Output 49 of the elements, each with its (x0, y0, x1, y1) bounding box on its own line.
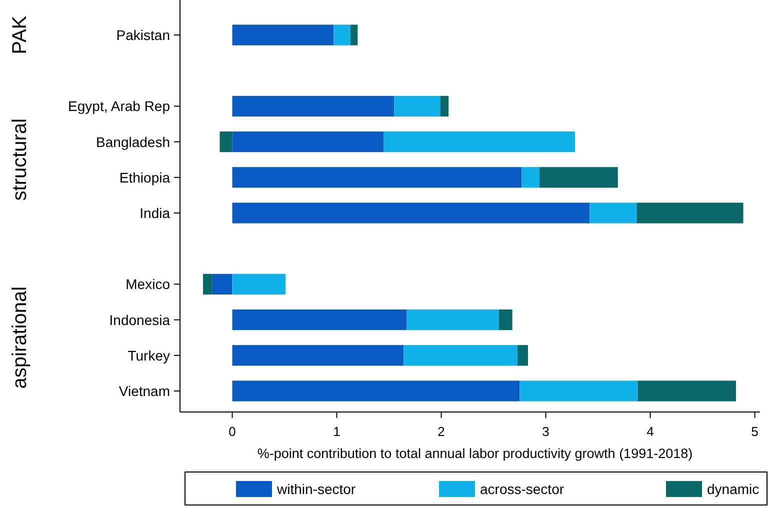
y-tick-label: Ethiopia (119, 169, 170, 186)
bar (520, 380, 638, 402)
x-tick-label: 0 (228, 424, 236, 439)
bar (498, 309, 512, 330)
x-tick-label: 1 (333, 424, 340, 439)
legend-label: across-sector (480, 481, 564, 497)
bar (232, 345, 404, 366)
bar (350, 24, 358, 46)
bar (539, 167, 618, 188)
bar (232, 380, 520, 402)
y-tick-label: Turkey (128, 347, 170, 364)
bar (636, 202, 744, 224)
y-tick-label: Indonesia (109, 312, 170, 328)
bar (232, 309, 407, 330)
x-tick-label: 2 (438, 424, 445, 439)
bar (406, 309, 499, 330)
y-tick-label: Pakistan (116, 27, 170, 44)
bar (440, 96, 449, 117)
legend-label: dynamic (707, 481, 760, 497)
y-tick-label: India (140, 205, 170, 221)
bar (232, 131, 384, 152)
bar (232, 274, 286, 295)
bar (522, 167, 540, 188)
bar (232, 96, 394, 117)
x-tick-label: 4 (646, 424, 654, 439)
legend-label: within-sector (276, 481, 356, 497)
bar (404, 345, 518, 366)
bar (394, 96, 440, 117)
bar (202, 274, 212, 295)
text: aspirational (9, 286, 31, 389)
y-tick-label: Vietnam (118, 382, 170, 399)
x-axis-title: %-point contribution to total annual labor productivity growth (1991-2018) (257, 446, 693, 461)
bar (232, 202, 590, 224)
x-tick-label: 3 (542, 424, 550, 439)
bar (212, 274, 232, 295)
bar (590, 202, 637, 224)
y-tick-label: Egypt, Arab Rep (68, 98, 170, 114)
y-tick-label: Mexico (126, 276, 170, 292)
bar (334, 24, 350, 46)
bar (232, 24, 334, 46)
bar (518, 345, 528, 366)
y-tick-label: Bangladesh (96, 134, 170, 150)
bar (384, 131, 576, 152)
bar (220, 131, 232, 152)
text: PAK (9, 15, 31, 54)
bar (232, 167, 522, 188)
text: structural (9, 118, 31, 201)
x-tick-label: 5 (751, 424, 758, 439)
bar (638, 380, 736, 402)
